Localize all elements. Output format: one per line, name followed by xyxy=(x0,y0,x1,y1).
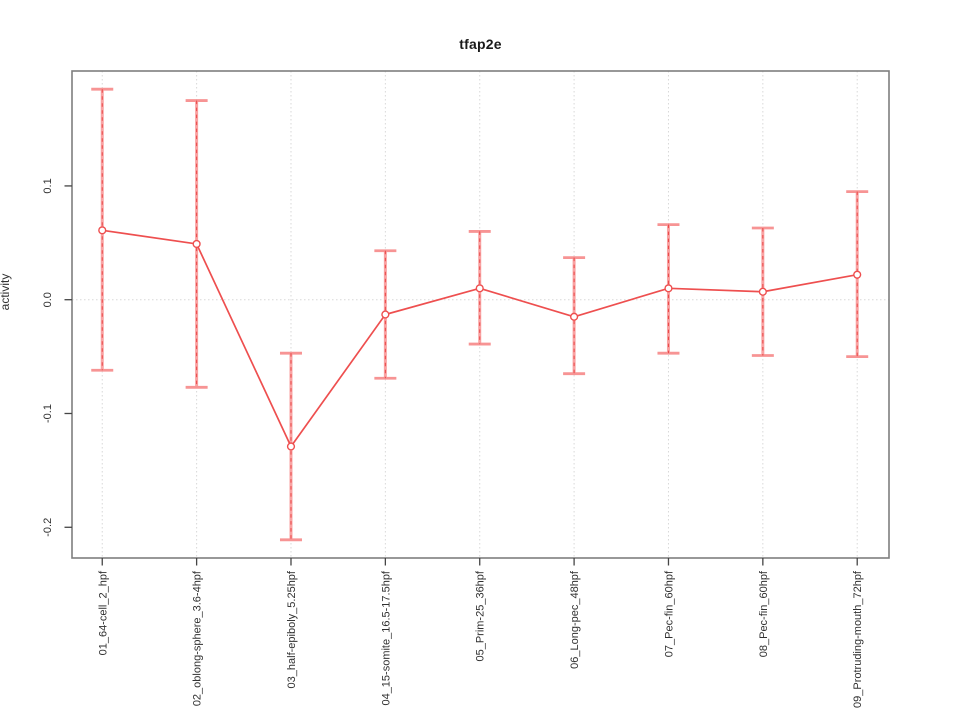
chart-title: tfap2e xyxy=(459,36,502,52)
data-point xyxy=(192,239,201,249)
x-tick-label: 03_half-epiboly_5.25hpf xyxy=(286,570,298,688)
data-point xyxy=(758,287,767,296)
x-tick-label: 01_64-cell_2_hpf xyxy=(97,570,109,655)
data-point xyxy=(286,442,296,451)
data-point xyxy=(475,284,484,293)
x-tick-label: 08_Pec-fin_60hpf xyxy=(758,570,770,657)
y-tick-label: 0.1 xyxy=(42,178,54,193)
x-tick-label: 06_Long-pec_48hpf xyxy=(569,570,581,669)
x-tick-label: 02_oblong-sphere_3.6-4hpf xyxy=(192,570,204,706)
data-point xyxy=(569,312,579,321)
data-point xyxy=(98,226,107,235)
y-tick-label: -0.2 xyxy=(42,518,54,537)
x-tick-label: 09_Protruding-mouth_72hpf xyxy=(852,570,864,708)
data-point xyxy=(853,270,862,279)
data-point xyxy=(664,284,673,293)
x-tick-label: 05_Prim-25_36hpf xyxy=(475,570,487,661)
plot-box xyxy=(71,70,890,559)
y-tick-label: 0.0 xyxy=(42,292,54,307)
x-tick-label: 04_15-somite_16.5-17.5hpf xyxy=(380,570,392,705)
y-tick-label: -0.1 xyxy=(42,404,54,423)
x-tick-label: 07_Pec-fin_60hpf xyxy=(663,570,675,657)
data-point xyxy=(381,310,390,319)
